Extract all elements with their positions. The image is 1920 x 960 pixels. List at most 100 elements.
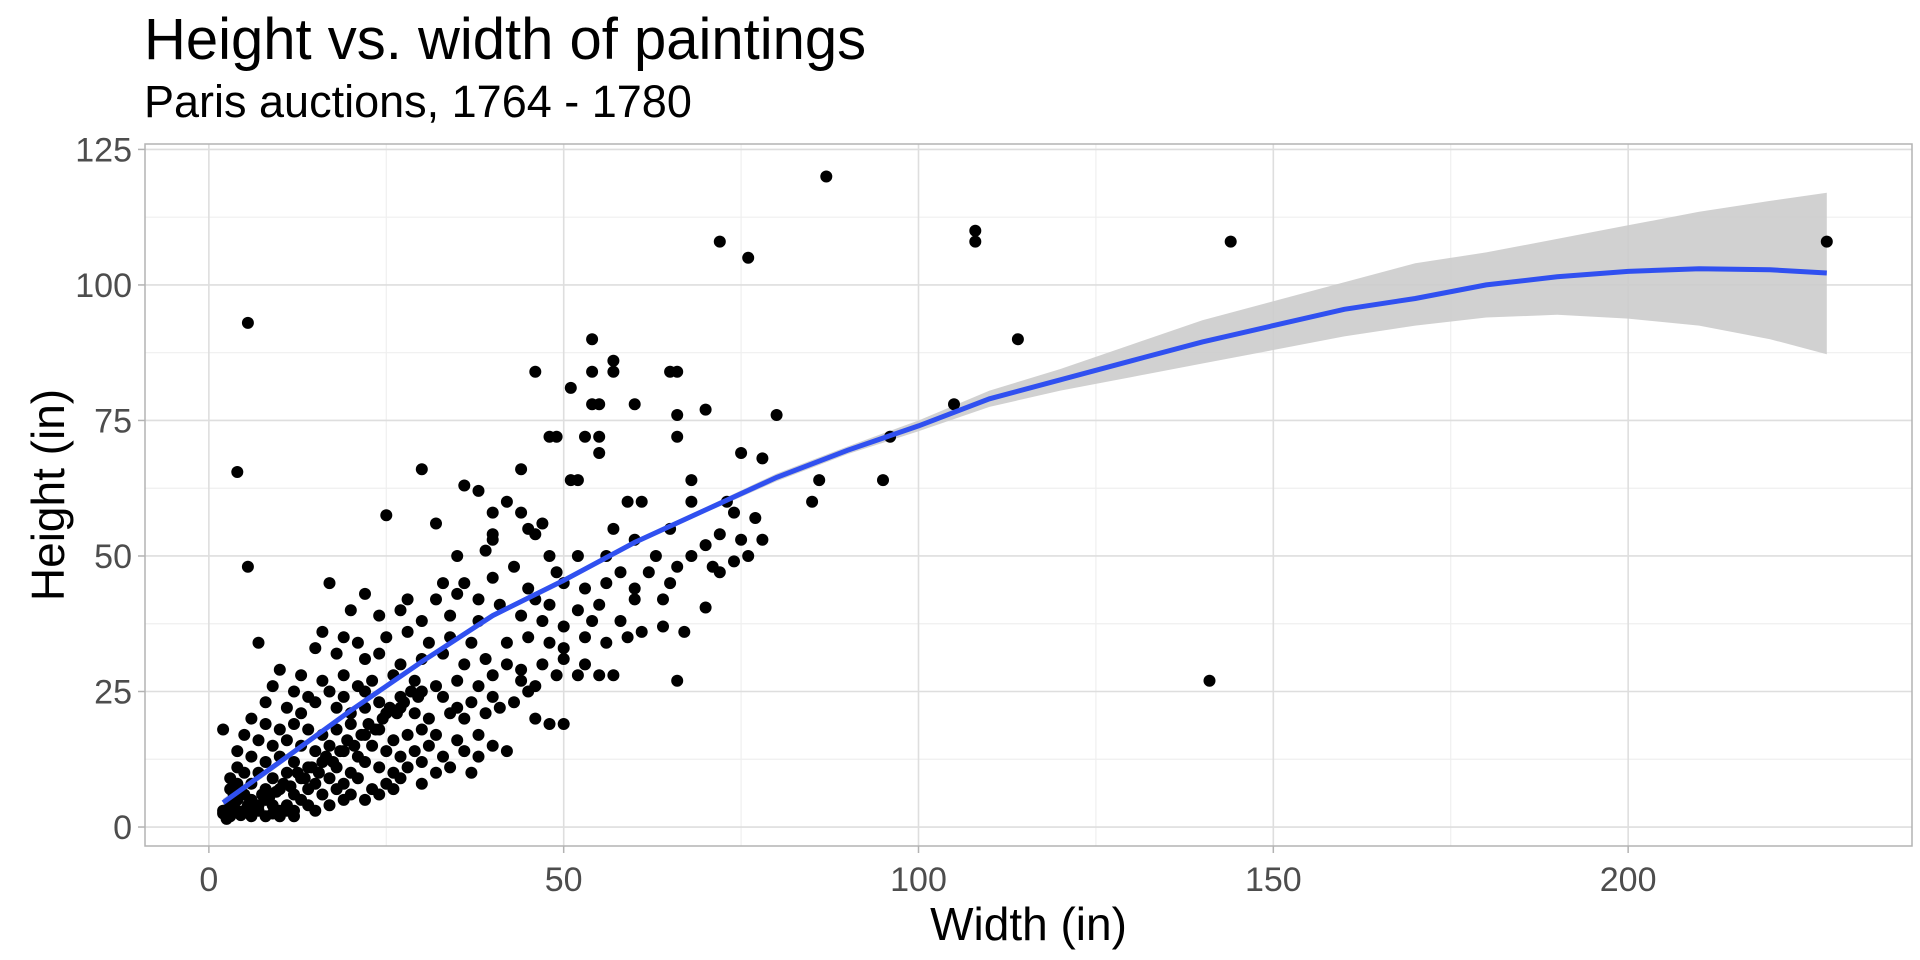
data-point	[295, 707, 308, 720]
data-point	[586, 365, 599, 378]
data-point	[458, 577, 471, 590]
data-point	[387, 734, 400, 747]
data-point	[593, 398, 606, 411]
data-point	[472, 484, 485, 497]
data-point	[579, 631, 591, 644]
data-point	[351, 636, 364, 649]
data-point	[373, 647, 386, 660]
data-point	[366, 739, 379, 752]
data-point	[288, 685, 300, 698]
data-point	[614, 615, 627, 627]
data-point	[607, 365, 620, 378]
data-point	[401, 593, 414, 606]
data-point	[557, 653, 570, 665]
data-point	[749, 512, 762, 524]
data-point	[529, 365, 542, 378]
data-point	[359, 653, 371, 665]
data-point	[359, 793, 371, 806]
data-point	[536, 658, 549, 671]
data-point	[241, 316, 254, 329]
data-point	[422, 739, 435, 752]
data-point	[557, 620, 570, 633]
data-point	[593, 598, 606, 611]
data-point	[877, 474, 889, 487]
data-point	[699, 539, 712, 552]
data-point	[355, 728, 368, 741]
data-point	[302, 783, 315, 796]
data-point	[373, 761, 386, 774]
data-point	[657, 620, 669, 633]
data-point	[415, 463, 428, 476]
data-point	[621, 495, 634, 508]
data-point	[348, 739, 361, 752]
confidence-band	[223, 192, 1827, 807]
data-point	[259, 756, 272, 768]
data-point	[444, 609, 457, 622]
data-point	[515, 663, 528, 676]
data-point	[408, 674, 421, 687]
data-point	[1011, 333, 1024, 346]
data-point	[437, 750, 449, 763]
data-point	[380, 509, 393, 522]
data-point	[472, 728, 485, 741]
data-point	[593, 430, 606, 443]
data-point	[557, 642, 570, 655]
data-point	[359, 587, 371, 600]
data-point	[735, 533, 748, 546]
data-point	[252, 734, 265, 747]
data-point	[217, 723, 230, 736]
data-point	[334, 745, 347, 758]
data-point	[571, 550, 584, 562]
data-point	[522, 631, 535, 644]
data-point	[270, 785, 283, 798]
data-point	[259, 696, 272, 709]
data-point	[600, 577, 613, 590]
data-point	[969, 235, 982, 248]
data-point	[621, 631, 634, 644]
data-point	[820, 170, 833, 183]
data-point	[451, 587, 464, 600]
data-point	[238, 728, 251, 741]
data-point	[302, 723, 315, 736]
data-point	[231, 745, 244, 758]
data-point	[330, 701, 343, 714]
data-point	[607, 522, 620, 535]
data-point	[671, 430, 684, 443]
data-point	[486, 739, 499, 752]
data-point	[735, 447, 748, 459]
data-point	[245, 750, 258, 763]
data-point	[309, 642, 322, 655]
data-point	[479, 653, 492, 665]
data-point	[273, 663, 286, 676]
data-point	[415, 615, 428, 627]
data-point	[266, 772, 279, 785]
data-point	[284, 780, 297, 793]
data-point	[323, 577, 336, 590]
data-point	[607, 354, 620, 367]
data-point	[671, 365, 684, 378]
data-point	[225, 805, 238, 818]
data-point	[550, 566, 563, 579]
data-point	[628, 582, 641, 595]
data-point	[500, 658, 513, 671]
data-point	[430, 766, 442, 779]
data-point	[486, 506, 499, 519]
data-point	[472, 750, 485, 763]
data-points	[217, 170, 1833, 825]
chart-subtitle: Paris auctions, 1764 - 1780	[144, 76, 692, 127]
data-point	[579, 582, 591, 595]
data-point	[508, 696, 520, 709]
data-point	[472, 593, 485, 606]
data-point	[430, 680, 442, 693]
data-point	[298, 772, 311, 785]
data-point	[728, 506, 740, 519]
data-point	[359, 685, 371, 698]
data-point	[444, 761, 457, 774]
data-point	[323, 685, 336, 698]
data-point	[571, 669, 584, 682]
data-point	[657, 593, 669, 606]
data-point	[479, 707, 492, 720]
data-point	[486, 690, 499, 703]
data-point	[369, 723, 382, 736]
